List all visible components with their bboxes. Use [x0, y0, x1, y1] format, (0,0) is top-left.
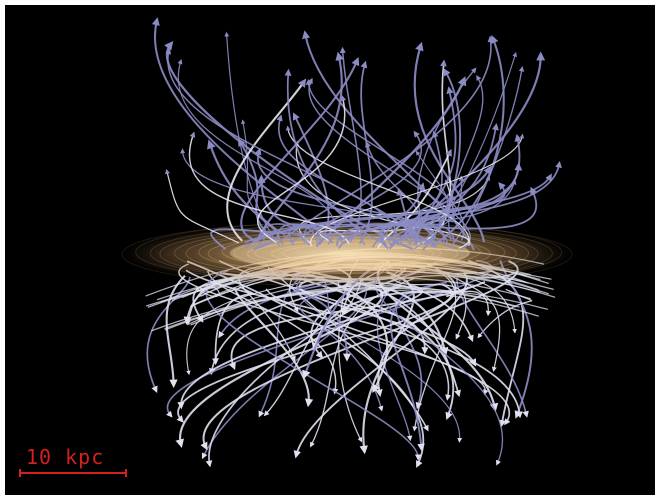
disk-ring [174, 227, 530, 279]
lower-field-line [228, 281, 486, 371]
scale-bar-tick-left [19, 469, 21, 477]
disk-ring [281, 244, 421, 263]
upper-field-line [255, 51, 344, 243]
upper-field-line [336, 186, 538, 247]
upper-field-line [413, 41, 486, 243]
upper-field-line [413, 51, 517, 250]
upper-field-line [338, 133, 522, 242]
upper-field-loop [277, 223, 319, 246]
lower-field-line [456, 274, 529, 418]
scale-bar-label: 10 kpc [26, 445, 105, 469]
lower-field-line [294, 279, 351, 362]
upper-field-line [339, 46, 362, 243]
lower-field-line [389, 283, 438, 452]
lower-field-line [205, 284, 403, 468]
lower-field-line [200, 260, 519, 451]
upper-field-line [388, 51, 546, 250]
upper-field-line [151, 17, 334, 244]
upper-field-loop [379, 223, 413, 246]
lower-field-line [212, 285, 255, 366]
lower-field-line [176, 283, 453, 423]
upper-field-line [226, 78, 307, 242]
upper-field-line [257, 94, 347, 244]
upper-field-line [305, 79, 465, 241]
upper-field-loop [303, 223, 343, 246]
disk-ring [221, 233, 481, 270]
galaxy-field-visualization [121, 17, 573, 468]
upper-field-line [240, 56, 360, 245]
disk-ring [207, 233, 491, 274]
upper-field-line [251, 179, 517, 244]
lower-field-arc [164, 289, 539, 331]
upper-field-loop [261, 223, 306, 246]
upper-field-line [224, 31, 281, 247]
scale-bar [19, 469, 127, 477]
upper-field-line [278, 35, 495, 244]
upper-field-line [302, 30, 475, 251]
upper-field-line [307, 77, 471, 250]
upper-field-line [210, 182, 426, 250]
disk-ring [271, 242, 435, 265]
visualization-frame: 10 kpc [5, 5, 655, 495]
upper-field-line [310, 133, 525, 247]
disk-ring [159, 226, 539, 281]
disk-ring [247, 239, 459, 269]
upper-field-loop [359, 223, 403, 246]
lower-field-line [165, 274, 186, 388]
upper-field-line [257, 174, 360, 244]
upper-field-line [422, 68, 461, 251]
upper-field-line [165, 168, 239, 244]
upper-field-line [189, 131, 350, 245]
lower-field-line [146, 276, 191, 393]
lower-field-line [233, 286, 314, 408]
scale-bar-tick-right [125, 469, 127, 477]
upper-field-line [180, 148, 436, 243]
lower-field-line [178, 263, 489, 396]
upper-field-loop [416, 223, 456, 246]
scale-bar-line [19, 472, 127, 474]
upper-field-lines [151, 17, 562, 251]
upper-field-loop [412, 223, 445, 246]
upper-field-line [402, 150, 448, 242]
